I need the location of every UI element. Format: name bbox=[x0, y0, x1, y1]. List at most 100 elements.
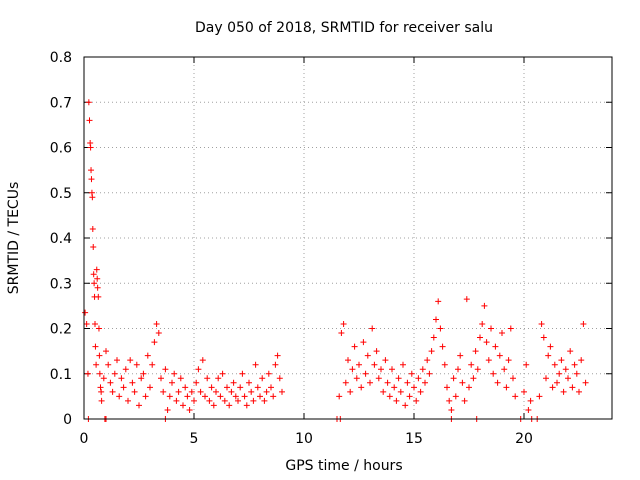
data-point bbox=[569, 384, 576, 391]
data-point bbox=[378, 366, 384, 373]
data-point bbox=[171, 370, 178, 377]
data-point bbox=[127, 357, 134, 364]
data-point bbox=[540, 334, 547, 341]
data-point bbox=[358, 384, 365, 391]
data-point bbox=[492, 343, 499, 350]
data-point bbox=[160, 388, 167, 395]
data-point bbox=[490, 370, 497, 377]
y-tick-label: 0.7 bbox=[50, 95, 72, 111]
y-tick-label: 0.3 bbox=[50, 276, 72, 292]
data-point bbox=[549, 384, 556, 391]
data-point bbox=[404, 379, 411, 386]
data-point bbox=[93, 266, 100, 273]
x-tick-label: 5 bbox=[190, 431, 199, 447]
data-point bbox=[556, 370, 563, 377]
data-point bbox=[270, 393, 277, 400]
data-point bbox=[122, 366, 129, 373]
data-point bbox=[384, 379, 391, 386]
data-point bbox=[87, 144, 94, 151]
data-point bbox=[536, 393, 543, 400]
data-point bbox=[512, 393, 519, 400]
data-point bbox=[96, 352, 103, 359]
data-point bbox=[94, 284, 101, 291]
data-point bbox=[164, 406, 171, 413]
data-point bbox=[232, 393, 239, 400]
data-point bbox=[83, 320, 90, 327]
data-point bbox=[95, 293, 102, 300]
data-point bbox=[89, 225, 96, 232]
data-point bbox=[554, 379, 560, 386]
grid bbox=[83, 56, 612, 420]
data-point bbox=[261, 397, 268, 404]
data-point bbox=[90, 244, 97, 251]
data-point bbox=[213, 388, 219, 395]
data-point bbox=[578, 357, 585, 364]
data-point bbox=[567, 348, 574, 355]
data-point bbox=[417, 388, 424, 395]
data-point bbox=[215, 375, 222, 382]
data-point bbox=[576, 388, 582, 395]
data-point bbox=[351, 343, 358, 350]
data-point bbox=[86, 117, 93, 124]
data-point bbox=[510, 375, 516, 382]
chart-title: Day 050 of 2018, SRMTID for receiver sal… bbox=[195, 20, 493, 36]
data-point bbox=[395, 375, 402, 382]
data-point bbox=[406, 393, 413, 400]
data-point bbox=[248, 388, 255, 395]
data-point bbox=[499, 330, 505, 337]
x-tick-label: 20 bbox=[515, 431, 533, 447]
data-point bbox=[419, 366, 426, 373]
data-point bbox=[153, 320, 160, 327]
data-point bbox=[265, 370, 272, 377]
data-point bbox=[97, 384, 104, 391]
data-point bbox=[452, 393, 459, 400]
x-axis-label: GPS time / hours bbox=[285, 458, 402, 474]
plot-frame bbox=[83, 56, 613, 420]
data-point bbox=[369, 325, 376, 332]
data-point bbox=[92, 343, 99, 350]
data-point bbox=[98, 388, 105, 395]
data-point bbox=[149, 361, 156, 368]
data-point bbox=[472, 348, 479, 355]
data-point bbox=[142, 393, 149, 400]
y-axis-label: SRMTID / TECUs bbox=[6, 182, 22, 295]
data-point bbox=[84, 370, 91, 377]
y-tick-label: 0.6 bbox=[50, 141, 72, 157]
data-point bbox=[191, 397, 197, 404]
data-point bbox=[347, 388, 354, 395]
data-point bbox=[441, 361, 448, 368]
data-point bbox=[180, 402, 186, 409]
data-point bbox=[182, 384, 189, 391]
data-point bbox=[545, 352, 552, 359]
y-tick-label: 0.2 bbox=[50, 322, 72, 338]
data-point bbox=[226, 402, 233, 409]
data-point bbox=[82, 309, 89, 316]
data-point bbox=[375, 375, 382, 382]
data-point bbox=[411, 384, 417, 391]
data-point bbox=[538, 320, 545, 327]
data-point bbox=[114, 357, 120, 364]
data-point bbox=[100, 375, 107, 382]
data-point bbox=[188, 388, 195, 395]
data-point bbox=[400, 361, 406, 368]
data-point bbox=[485, 357, 492, 364]
data-point bbox=[360, 339, 367, 346]
data-point bbox=[158, 375, 164, 382]
x-tick-label: 10 bbox=[295, 431, 313, 447]
data-point bbox=[116, 393, 123, 400]
data-point bbox=[481, 302, 488, 309]
data-point bbox=[582, 379, 589, 386]
data-point bbox=[362, 370, 369, 377]
data-point bbox=[367, 379, 373, 386]
data-point bbox=[136, 402, 142, 409]
data-point bbox=[444, 384, 450, 391]
data-point bbox=[155, 330, 162, 337]
data-point bbox=[206, 397, 213, 404]
data-point bbox=[219, 370, 226, 377]
data-point bbox=[393, 397, 400, 404]
data-point bbox=[461, 397, 468, 404]
data-point bbox=[345, 357, 351, 364]
data-point bbox=[91, 280, 98, 287]
data-point bbox=[237, 384, 244, 391]
data-point bbox=[448, 406, 455, 413]
